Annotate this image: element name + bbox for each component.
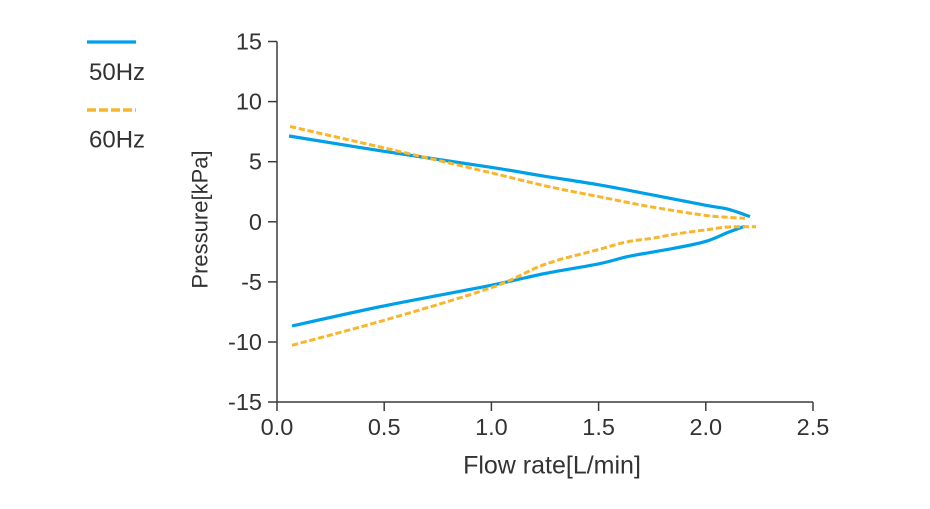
svg-text:60Hz: 60Hz — [89, 127, 145, 154]
svg-text:1.0: 1.0 — [475, 414, 508, 440]
svg-text:-15: -15 — [228, 389, 262, 415]
svg-text:-10: -10 — [228, 329, 262, 355]
svg-text:10: 10 — [236, 89, 262, 115]
svg-text:2.0: 2.0 — [689, 414, 722, 440]
svg-text:5: 5 — [249, 149, 262, 175]
svg-text:50Hz: 50Hz — [89, 59, 145, 86]
svg-text:Pressure[kPa]: Pressure[kPa] — [188, 150, 213, 288]
svg-text:2.5: 2.5 — [797, 414, 830, 440]
svg-text:0.5: 0.5 — [368, 414, 401, 440]
svg-text:-5: -5 — [241, 269, 262, 295]
svg-text:0: 0 — [249, 209, 262, 235]
svg-text:Flow rate[L/min]: Flow rate[L/min] — [463, 452, 641, 480]
svg-text:1.5: 1.5 — [582, 414, 615, 440]
svg-text:15: 15 — [236, 29, 262, 55]
svg-text:0.0: 0.0 — [261, 414, 294, 440]
